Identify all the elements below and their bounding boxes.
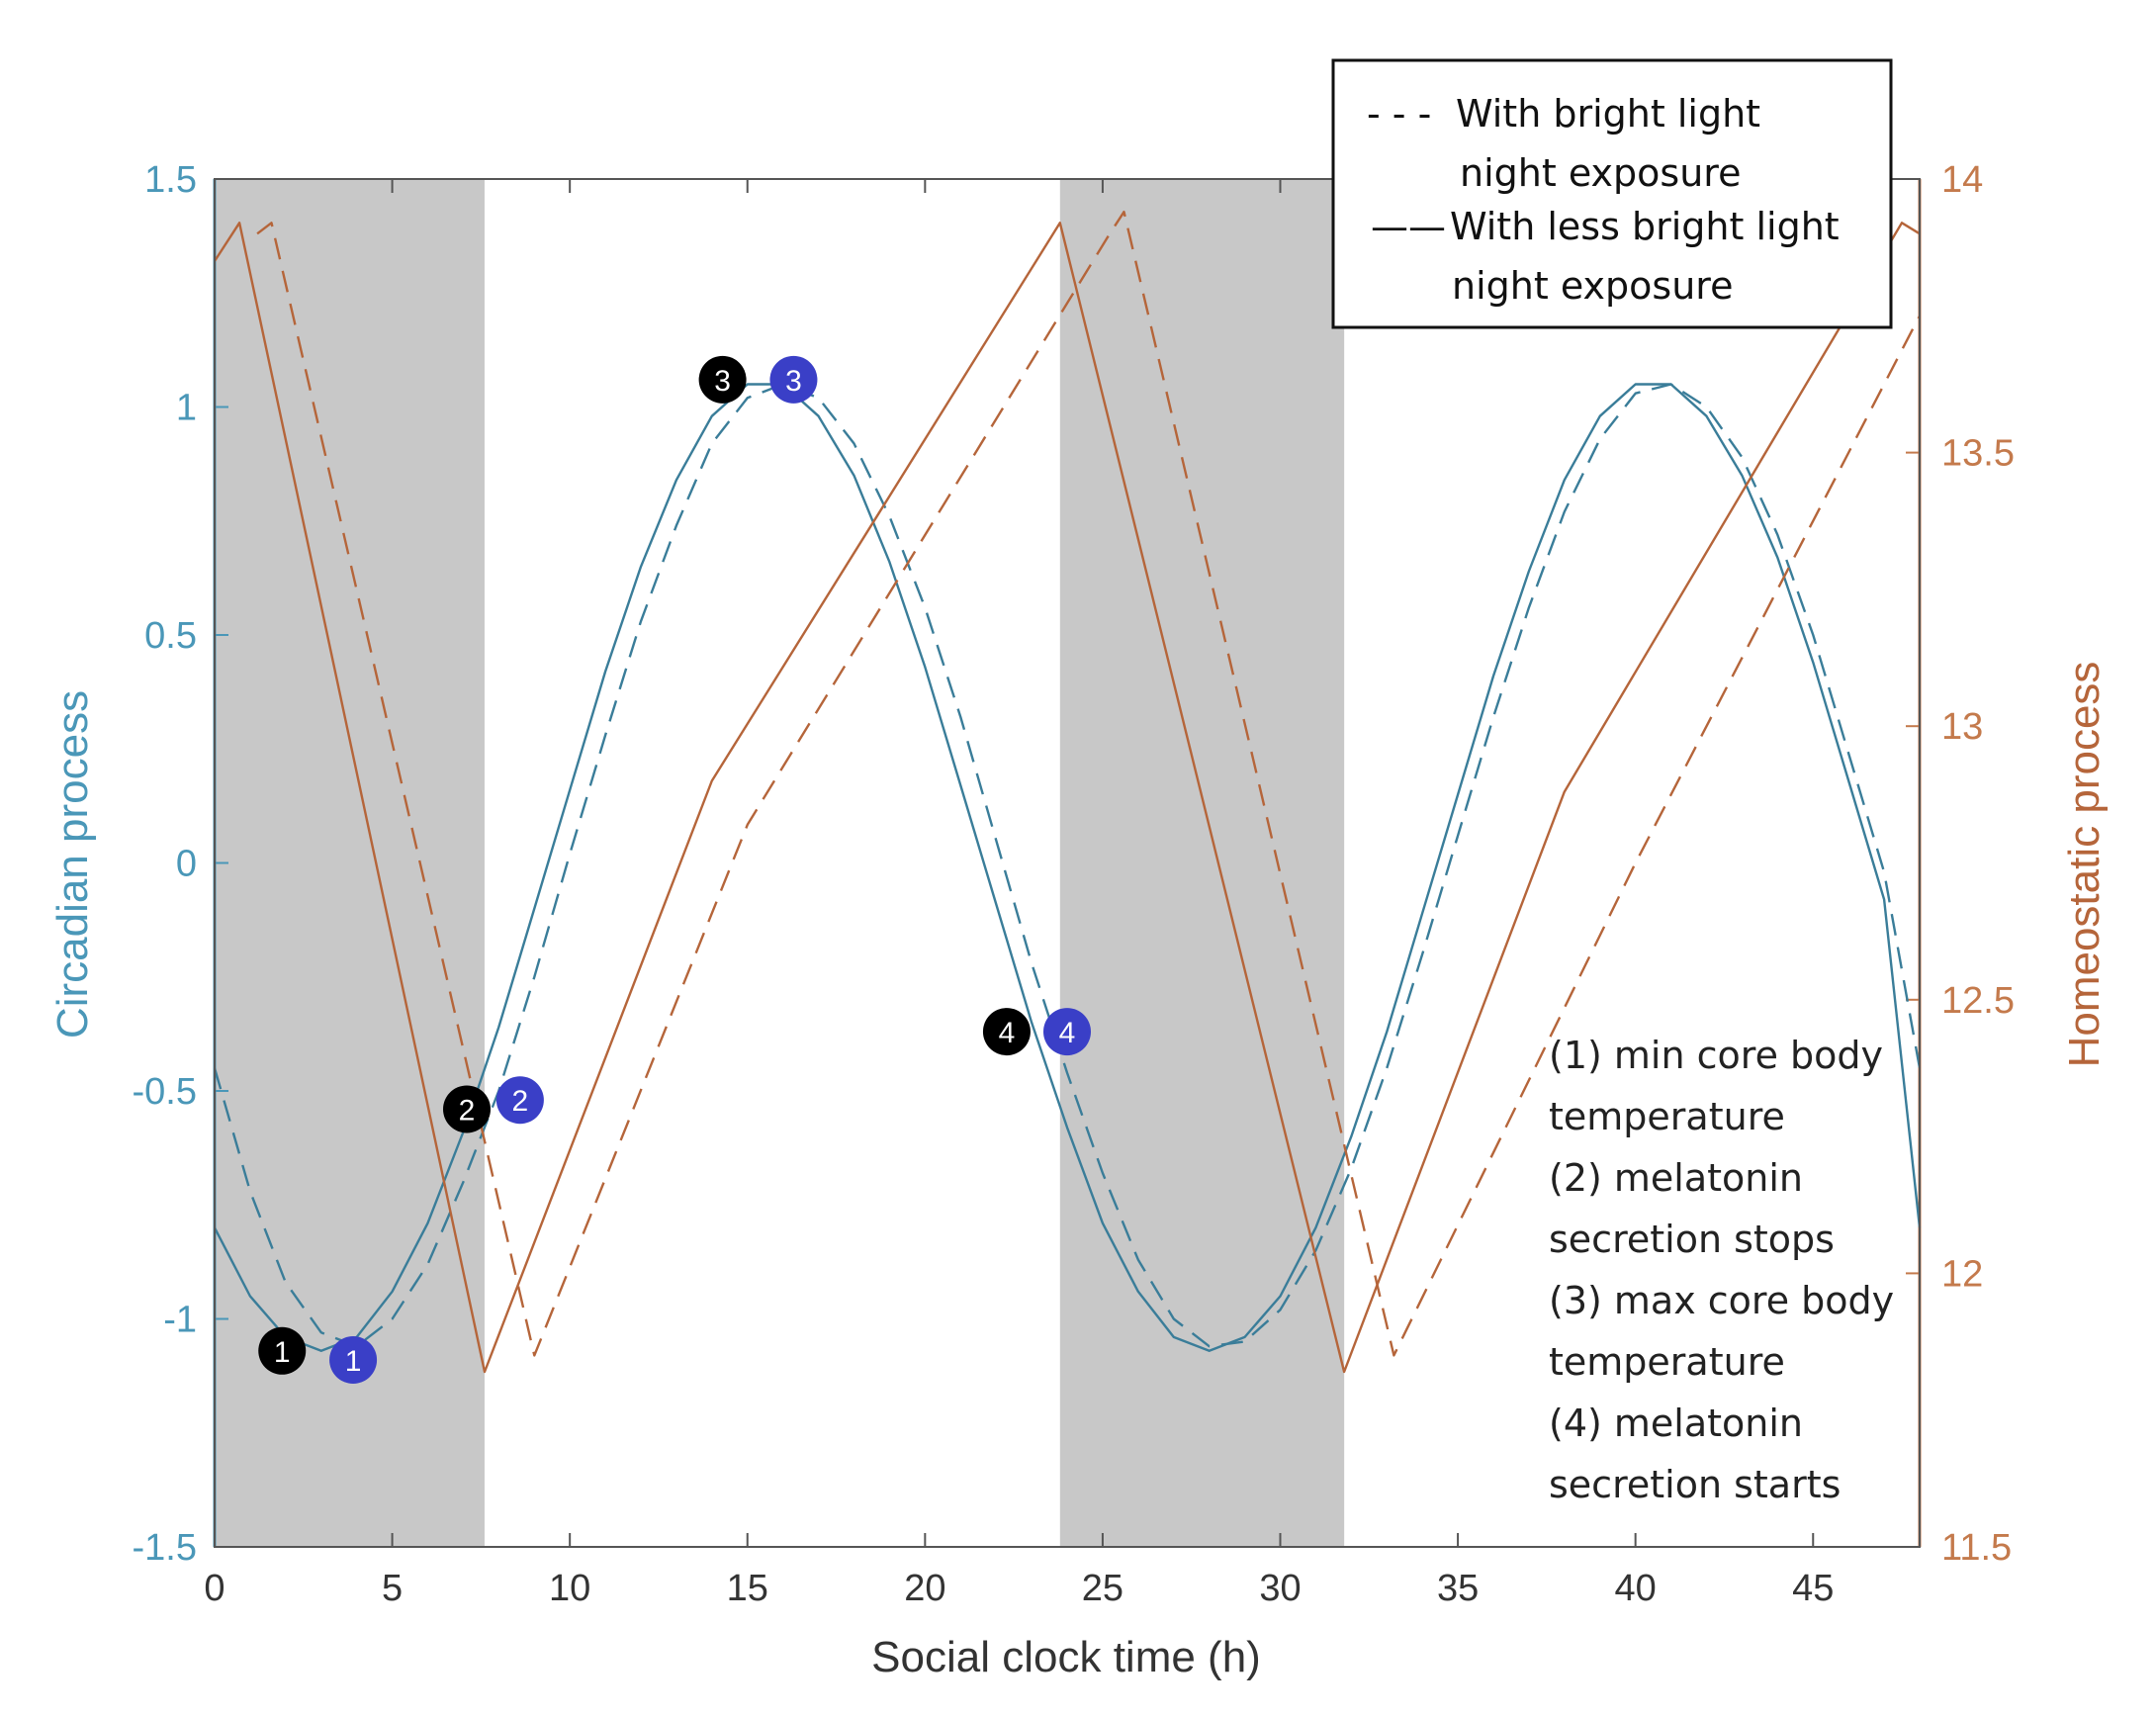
event-marker-bright [769, 355, 818, 404]
x-tick-label: 40 [1615, 1568, 1657, 1609]
legend-label-bright-line1: With bright light [1456, 92, 1760, 136]
annotation-line: (1) min core body [1549, 1034, 1883, 1077]
circadian-solid-line [213, 383, 1922, 1352]
y-right-tick-label: 13 [1941, 706, 1983, 748]
y-left-tick-label: 0 [176, 844, 197, 885]
annotation-line: secretion stops [1549, 1218, 1835, 1261]
event-marker-label: 4 [1059, 1017, 1076, 1049]
x-tick-label: 20 [904, 1568, 945, 1609]
legend-glyph-solid: —— [1371, 205, 1446, 248]
event-marker-less_bright [982, 1008, 1031, 1056]
annotation-line: temperature [1549, 1340, 1785, 1384]
x-tick-label: 0 [204, 1568, 225, 1609]
night-shading [215, 179, 1345, 1547]
x-tick-label: 10 [549, 1568, 590, 1609]
y-right-axis-title: Homeostatic process [2060, 662, 2109, 1068]
annotation-line: temperature [1549, 1095, 1785, 1138]
y-left-axis-title: Circadian process [48, 690, 97, 1039]
legend-label-bright-line2: night exposure [1460, 151, 1741, 195]
event-annotation: (1) min core body temperature (2) melato… [1549, 1034, 1894, 1506]
y-left-tick-label: 1.5 [144, 159, 197, 201]
y-left-tick-label: 1 [176, 388, 197, 429]
night-period-band [1059, 179, 1345, 1547]
event-marker-bright [1043, 1008, 1091, 1056]
y-right-tick-label: 11.5 [1941, 1527, 2012, 1569]
homeostatic-solid-line [213, 222, 1921, 1374]
event-marker-less_bright [443, 1085, 492, 1133]
annotation-line: (2) melatonin [1549, 1156, 1803, 1200]
y-left-tick-label: -0.5 [133, 1071, 197, 1113]
y-right-tick-label: 14 [1941, 159, 1983, 201]
axis-ticks: 0 5 10 15 20 25 30 35 40 45-1.5-1-0.500.511.511.5… [133, 159, 2015, 1609]
event-marker-label: 2 [459, 1094, 476, 1127]
event-marker-label: 1 [274, 1336, 291, 1369]
y-right-tick-label: 12.5 [1941, 980, 2015, 1022]
night-period-band [215, 179, 485, 1547]
annotation-line: (4) melatonin [1549, 1402, 1803, 1445]
event-marker-label: 1 [345, 1345, 362, 1378]
legend-box [1331, 58, 1893, 329]
event-marker-label: 2 [512, 1085, 529, 1118]
event-marker-bright [329, 1335, 378, 1384]
plot-area-frame [214, 178, 1921, 1548]
x-tick-label: 15 [727, 1568, 768, 1609]
x-tick-label: 5 [382, 1568, 403, 1609]
event-markers: 1 1 2 2 3 3 4 4 [258, 355, 1091, 1384]
y-right-tick-label: 13.5 [1941, 433, 2015, 475]
annotation-line: secretion starts [1549, 1463, 1841, 1506]
legend-label-less-bright-line1: With less bright light [1450, 205, 1840, 248]
x-tick-label: 45 [1792, 1568, 1834, 1609]
event-marker-bright [495, 1076, 544, 1125]
homeostatic-dashed-line [256, 211, 1922, 1357]
y-left-tick-label: -1 [163, 1300, 197, 1341]
event-marker-less_bright [698, 355, 747, 404]
legend: - - - With bright light night exposure —… [1331, 58, 1893, 329]
event-marker-label: 3 [785, 365, 802, 398]
y-left-tick-label: 0.5 [144, 615, 197, 657]
event-marker-label: 3 [714, 365, 731, 398]
y-left-tick-label: -1.5 [133, 1527, 197, 1569]
x-axis-title: Social clock time (h) [871, 1633, 1261, 1681]
x-tick-label: 25 [1082, 1568, 1123, 1609]
legend-label-less-bright-line2: night exposure [1452, 264, 1733, 308]
y-right-tick-label: 12 [1941, 1253, 1983, 1295]
x-tick-label: 30 [1259, 1568, 1301, 1609]
annotation-line: (3) max core body [1549, 1279, 1894, 1322]
event-marker-label: 4 [999, 1017, 1016, 1049]
event-marker-less_bright [258, 1326, 307, 1375]
x-tick-label: 35 [1437, 1568, 1479, 1609]
legend-glyph-dashed: - - - [1367, 92, 1431, 136]
